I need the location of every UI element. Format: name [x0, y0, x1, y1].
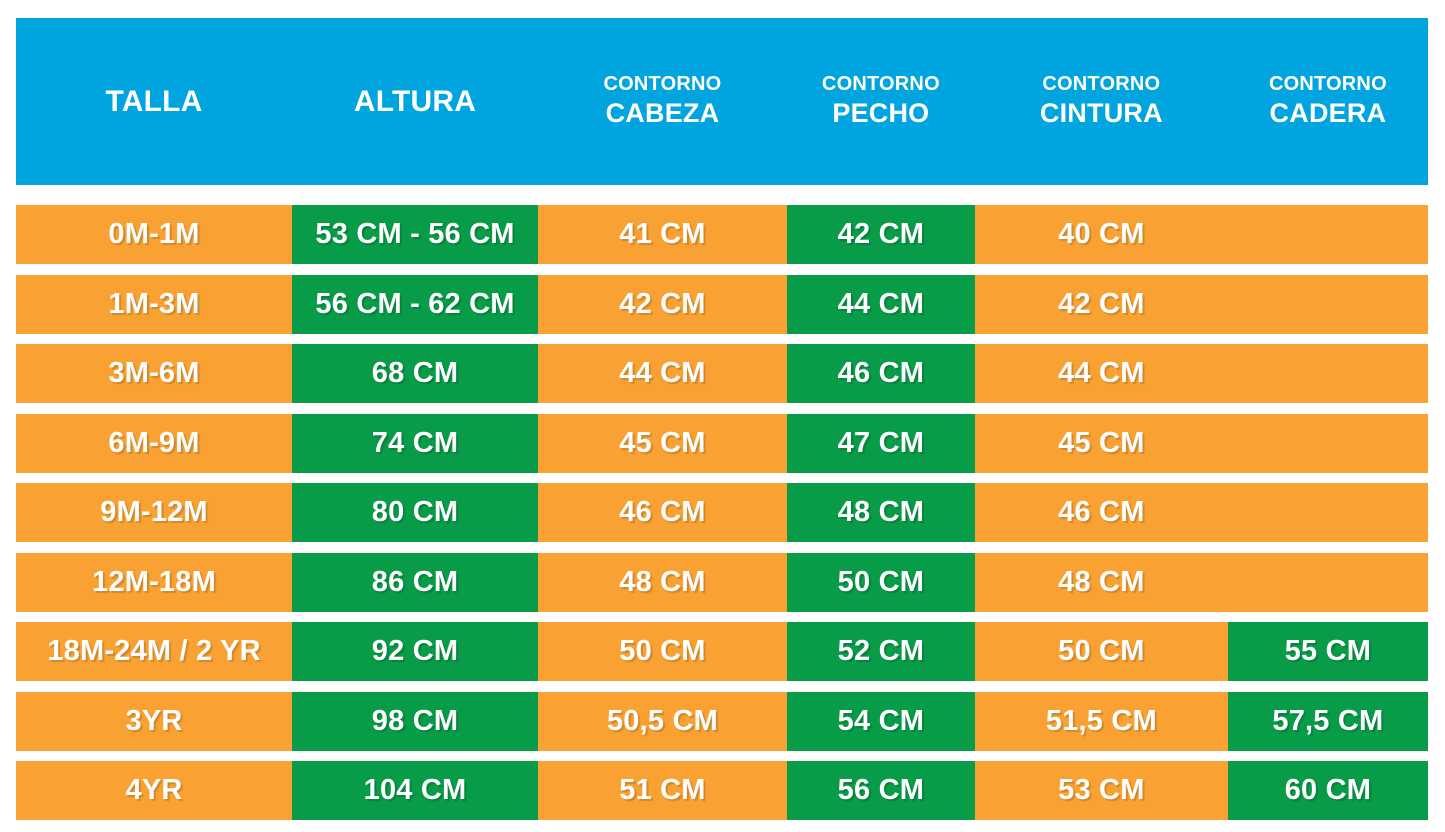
table-cell-contorno-cadera: [1227, 413, 1428, 473]
table-body: 0M-1M 53 CM - 56 CM 41 CM 42 CM 40 CM 1M-3M 56…: [16, 205, 1428, 820]
table-cell-contorno-cadera: 55 CM: [1227, 622, 1428, 681]
table-row: 9M-12M 80 CM 46 CM 48 CM 46 CM: [16, 483, 1428, 542]
table-row: 4YR 104 CM 51 CM 56 CM 53 CM 60 CM: [16, 761, 1428, 820]
table-cell-talla: 0M-1M: [16, 205, 293, 264]
table-row: 3M-6M 68 CM 44 CM 46 CM 44 CM: [16, 344, 1428, 403]
table-cell-contorno-cabeza: 46 CM: [538, 483, 787, 542]
table-cell-altura: 68 CM: [292, 344, 538, 403]
table-cell-contorno-cabeza: 50 CM: [538, 622, 787, 681]
table-row: 3YR 98 CM 50,5 CM 54 CM 51,5 CM 57,5 CM: [16, 691, 1428, 751]
table-cell-contorno-cintura: 40 CM: [974, 205, 1228, 264]
table-row: 0M-1M 53 CM - 56 CM 41 CM 42 CM 40 CM: [16, 205, 1428, 264]
table-cell-talla: 9M-12M: [16, 483, 293, 542]
table-cell-contorno-pecho: 47 CM: [786, 413, 975, 473]
table-cell-contorno-cabeza: 50,5 CM: [538, 691, 787, 751]
table-row: 12M-18M 86 CM 48 CM 50 CM 48 CM: [16, 552, 1428, 612]
table-cell-contorno-cintura: 48 CM: [974, 552, 1228, 612]
table-cell-contorno-cabeza: 41 CM: [538, 205, 787, 264]
column-header-altura: ALTURA: [292, 83, 538, 121]
table-cell-contorno-cintura: 50 CM: [974, 622, 1228, 681]
table-cell-altura: 53 CM - 56 CM: [292, 205, 538, 264]
table-cell-contorno-cadera: [1227, 552, 1428, 612]
table-cell-altura: 56 CM - 62 CM: [292, 274, 538, 334]
table-cell-contorno-cabeza: 45 CM: [538, 413, 787, 473]
table-cell-contorno-cadera: 60 CM: [1227, 761, 1428, 820]
table-cell-talla: 18M-24M / 2 YR: [16, 622, 293, 681]
table-cell-talla: 1M-3M: [16, 274, 293, 334]
table-header: TALLA ALTURA CONTORNO CABEZA CONTORNO PECHO CO…: [16, 18, 1428, 185]
table-cell-contorno-cadera: [1227, 205, 1428, 264]
column-header-line1: CONTORNO: [603, 73, 722, 96]
table-cell-talla: 4YR: [16, 761, 293, 820]
table-cell-contorno-pecho: 54 CM: [786, 691, 975, 751]
table-cell-contorno-cabeza: 44 CM: [538, 344, 787, 403]
column-header-line1: CONTORNO: [1268, 73, 1387, 96]
table-cell-talla: 12M-18M: [16, 552, 293, 612]
table-cell-contorno-cintura: 51,5 CM: [974, 691, 1228, 751]
table-cell-altura: 80 CM: [292, 483, 538, 542]
table-cell-contorno-cintura: 44 CM: [974, 344, 1228, 403]
table-cell-contorno-pecho: 50 CM: [786, 552, 975, 612]
table-row: 1M-3M 56 CM - 62 CM 42 CM 44 CM 42 CM: [16, 274, 1428, 334]
column-header-line1: CONTORNO: [1042, 73, 1161, 96]
column-header-contorno-cintura: CONTORNO CINTURA: [975, 72, 1228, 131]
table-cell-contorno-cabeza: 42 CM: [538, 274, 787, 334]
table-cell-contorno-cadera: [1227, 483, 1428, 542]
column-header-line2: ALTURA: [353, 84, 477, 118]
table-cell-contorno-cintura: 45 CM: [974, 413, 1228, 473]
column-header-line1: CONTORNO: [821, 73, 940, 96]
table-cell-altura: 86 CM: [292, 552, 538, 612]
table-row: 18M-24M / 2 YR 92 CM 50 CM 52 CM 50 CM 55 CM: [16, 622, 1428, 681]
column-header-line2: CADERA: [1269, 98, 1387, 129]
table-cell-contorno-pecho: 46 CM: [786, 344, 975, 403]
column-header-line2: PECHO: [832, 98, 930, 129]
column-header-contorno-cabeza: CONTORNO CABEZA: [538, 72, 787, 131]
table-cell-altura: 92 CM: [292, 622, 538, 681]
table-cell-contorno-pecho: 44 CM: [786, 274, 975, 334]
table-cell-altura: 104 CM: [292, 761, 538, 820]
column-header-talla: TALLA: [16, 83, 292, 121]
table-cell-contorno-cintura: 46 CM: [974, 483, 1228, 542]
table-cell-contorno-pecho: 42 CM: [786, 205, 975, 264]
table-cell-contorno-cintura: 53 CM: [974, 761, 1228, 820]
table-cell-contorno-pecho: 48 CM: [786, 483, 975, 542]
table-cell-talla: 6M-9M: [16, 413, 293, 473]
table-cell-contorno-cintura: 42 CM: [974, 274, 1228, 334]
table-cell-talla: 3M-6M: [16, 344, 293, 403]
table-cell-contorno-cadera: 57,5 CM: [1227, 691, 1428, 751]
table-cell-talla: 3YR: [16, 691, 293, 751]
table-cell-contorno-cadera: [1227, 344, 1428, 403]
table-cell-contorno-pecho: 56 CM: [786, 761, 975, 820]
column-header-contorno-cadera: CONTORNO CADERA: [1228, 72, 1428, 131]
table-row: 6M-9M 74 CM 45 CM 47 CM 45 CM: [16, 413, 1428, 473]
table-cell-contorno-cabeza: 48 CM: [538, 552, 787, 612]
size-chart-table: TALLA ALTURA CONTORNO CABEZA CONTORNO PECHO CO…: [16, 18, 1428, 820]
column-header-line2: TALLA: [105, 84, 203, 118]
table-cell-altura: 98 CM: [292, 691, 538, 751]
column-header-contorno-pecho: CONTORNO PECHO: [787, 72, 975, 131]
column-header-line2: CINTURA: [1039, 98, 1163, 129]
table-cell-contorno-cadera: [1227, 274, 1428, 334]
table-cell-contorno-pecho: 52 CM: [786, 622, 975, 681]
table-cell-contorno-cabeza: 51 CM: [538, 761, 787, 820]
column-header-line2: CABEZA: [605, 98, 720, 129]
table-cell-altura: 74 CM: [292, 413, 538, 473]
